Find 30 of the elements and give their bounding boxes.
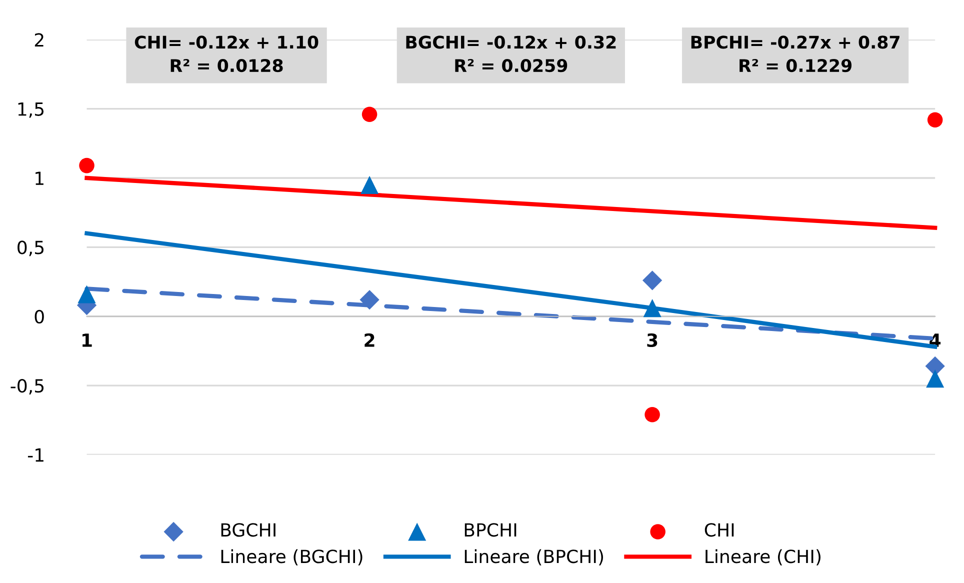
legend-label: Lineare (BGCHI) bbox=[221, 549, 362, 566]
point bbox=[79, 158, 94, 174]
point bbox=[643, 299, 662, 318]
legend-label: CHI bbox=[704, 523, 734, 537]
y-tick-label: 0 bbox=[34, 310, 44, 324]
annotation: CHI= -0.12x + 1.10 R² = 0.0128 bbox=[134, 36, 318, 72]
line-series bbox=[84, 176, 938, 230]
annotation: BPCHI= -0.27x + 0.87 R² = 0.1229 bbox=[691, 36, 900, 72]
point bbox=[362, 106, 378, 122]
point bbox=[78, 285, 96, 304]
legend-label: BGCHI bbox=[221, 523, 276, 537]
legend-label: Lineare (BPCHI) bbox=[464, 549, 604, 566]
y-tick-label: -1 bbox=[28, 448, 44, 462]
x-tick-label: 1 bbox=[82, 334, 92, 347]
point bbox=[927, 112, 943, 128]
annotation: BGCHI= -0.12x + 0.32 R² = 0.0259 bbox=[406, 36, 616, 72]
point bbox=[360, 176, 379, 194]
legend-label: BPCHI bbox=[464, 523, 516, 537]
point bbox=[642, 270, 662, 290]
point bbox=[360, 290, 380, 310]
y-tick-label: 1,5 bbox=[18, 102, 44, 118]
y-tick-label: -0,5 bbox=[10, 379, 44, 395]
y-tick-label: 0,5 bbox=[18, 240, 44, 256]
x-tick-label: 2 bbox=[364, 333, 374, 347]
x-tick-label: 3 bbox=[647, 333, 658, 348]
point bbox=[644, 406, 660, 422]
point bbox=[926, 370, 944, 388]
y-tick-label: 1 bbox=[36, 172, 44, 185]
legend-label: Lineare (CHI) bbox=[706, 549, 820, 566]
y-tick-label: 2 bbox=[34, 33, 44, 47]
